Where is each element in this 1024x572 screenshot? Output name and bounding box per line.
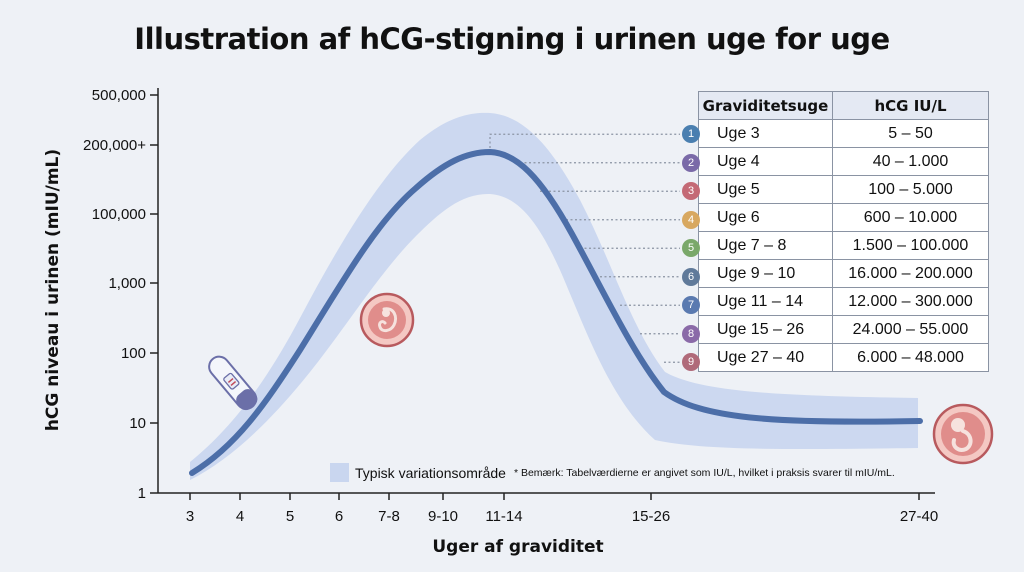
y-tick-label: 200,000+: [83, 137, 146, 154]
x-tick-label: 6: [335, 508, 343, 525]
x-tick-label: 27-40: [900, 508, 938, 525]
row-number-marker: 4: [682, 210, 700, 229]
x-tick-label: 4: [236, 508, 244, 525]
table-row: Uge 27 – 40 6.000 – 48.000: [698, 343, 989, 372]
row-number-marker: 6: [682, 267, 700, 286]
table-cell-hcg-range: 5 – 50: [832, 119, 989, 148]
table-row: Uge 15 – 26 24.000 – 55.000: [698, 315, 989, 344]
table-cell-week: Uge 11 – 14: [698, 287, 833, 316]
table-cell-week: Uge 7 – 8: [698, 231, 833, 260]
y-tick-label: 1,000: [108, 275, 146, 292]
row-number-marker: 9: [682, 353, 700, 372]
legend-swatch: [330, 463, 349, 482]
table-cell-week: Uge 6: [698, 203, 833, 232]
row-number-marker: 2: [682, 153, 700, 172]
table-cell-week: Uge 3: [698, 119, 833, 148]
table-row: Uge 7 – 8 1.500 – 100.000: [698, 231, 989, 260]
variation-band: [190, 112, 918, 480]
y-tick-label: 1: [138, 485, 146, 502]
table-cell-hcg-range: 12.000 – 300.000: [832, 287, 989, 316]
table-cell-week: Uge 27 – 40: [698, 343, 833, 372]
table-cell-hcg-range: 1.500 – 100.000: [832, 231, 989, 260]
y-tick-label: 100,000: [92, 206, 146, 223]
row-number-marker: 3: [682, 182, 700, 201]
table-cell-week: Uge 5: [698, 175, 833, 204]
table-cell-week: Uge 9 – 10: [698, 259, 833, 288]
table-cell-hcg-range: 6.000 – 48.000: [832, 343, 989, 372]
table-row: Uge 4 40 – 1.000: [698, 147, 989, 176]
table-row: Uge 6 600 – 10.000: [698, 203, 989, 232]
row-number-marker: 1: [682, 125, 700, 144]
pregnancy-test-icon: [208, 355, 258, 411]
row-number-marker: 7: [682, 296, 700, 315]
row-number-marker: 8: [682, 324, 700, 343]
row-number-marker: 5: [682, 239, 700, 258]
table-cell-week: Uge 15 – 26: [698, 315, 833, 344]
table-note: * Bemærk: Tabelværdierne er angivet som …: [513, 466, 895, 479]
x-tick-label: 11-14: [485, 508, 522, 525]
y-tick-label: 500,000: [92, 87, 146, 104]
x-axis-title: Uger af graviditet: [432, 537, 603, 557]
table-header-week: Graviditetsuge: [698, 91, 833, 120]
legend: Typisk variationsområde * Bemærk: Tabelv…: [330, 463, 895, 482]
y-tick-label: 100: [121, 345, 146, 362]
table-row: Uge 9 – 10 16.000 – 200.000: [698, 259, 989, 288]
x-tick-label: 5: [286, 508, 294, 525]
hcg-curve-line: [189, 148, 923, 476]
row-connector: [489, 133, 680, 148]
table-cell-hcg-range: 100 – 5.000: [832, 175, 989, 204]
table-cell-week: Uge 4: [698, 147, 833, 176]
x-tick-label: 7-8: [378, 508, 400, 525]
table-cell-hcg-range: 40 – 1.000: [832, 147, 989, 176]
table-cell-hcg-range: 24.000 – 55.000: [832, 315, 989, 344]
table-cell-hcg-range: 16.000 – 200.000: [832, 259, 989, 288]
x-tick-label: 15-26: [632, 508, 670, 525]
legend-label: Typisk variationsområde: [355, 464, 506, 481]
y-axis-title: hCG niveau i urinen (mIU/mL): [43, 149, 63, 431]
page-title: Illustration af hCG-stigning i urinen ug…: [134, 22, 890, 56]
x-tick-label: 9-10: [428, 508, 458, 525]
table-row: Uge 5 100 – 5.000: [698, 175, 989, 204]
fetus-icon: [932, 403, 994, 465]
table-row: Uge 11 – 14 12.000 – 300.000: [698, 287, 989, 316]
y-tick-label: 10: [129, 415, 146, 432]
x-tick-label: 3: [186, 508, 194, 525]
table-header-hcg: hCG IU/L: [832, 91, 989, 120]
table-cell-hcg-range: 600 – 10.000: [832, 203, 989, 232]
embryo-icon: [359, 292, 415, 348]
